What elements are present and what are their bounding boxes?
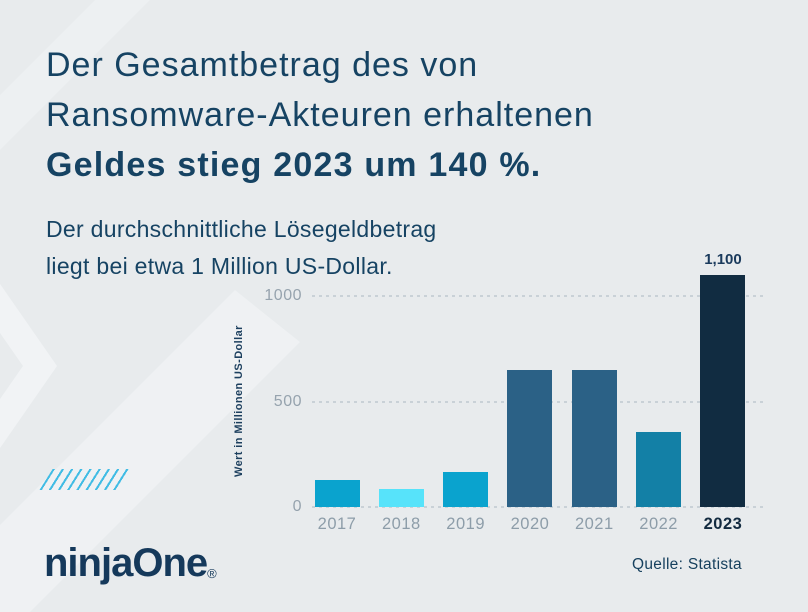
x-axis-label-2022: 2022 [639, 515, 678, 533]
gridline-1000 [312, 295, 764, 297]
chart-plot: 2017 2018 2019 2020 2021 2022 1,100 2023 [312, 251, 764, 533]
y-tick-label-500: 500 [273, 392, 302, 410]
y-axis-ticks: 0 500 1000 [248, 287, 302, 515]
subtitle-line-2: liegt bei etwa 1 Million US-Dollar. [46, 253, 393, 279]
x-axis-label-2023: 2023 [703, 515, 743, 533]
x-axis-label-2018: 2018 [381, 515, 421, 533]
bar-2020 [507, 370, 553, 507]
x-axis-label-2019: 2019 [446, 515, 486, 533]
page-title: Der Gesamtbetrag des von Ransomware-Akte… [46, 40, 594, 190]
logo-text: ninjaOne [44, 541, 208, 585]
subtitle-line-1: Der durchschnittliche Lösegeldbetrag [46, 216, 437, 242]
subtitle: Der durchschnittliche Lösegeldbetrag lie… [46, 211, 437, 285]
title-line-1: Der Gesamtbetrag des von [46, 46, 479, 84]
x-axis-label-2021: 2021 [574, 515, 614, 533]
slash-decoration-icon [39, 469, 133, 490]
bar-2019 [443, 472, 489, 507]
bar-2018 [378, 489, 424, 507]
bar-2017 [314, 480, 360, 507]
registered-trademark-icon: ® [207, 566, 217, 581]
bar-2021 [571, 370, 617, 507]
x-axis-label-2020: 2020 [510, 515, 550, 533]
x-axis-label-2017: 2017 [317, 515, 357, 533]
y-tick-label-1000: 1000 [264, 287, 302, 304]
source-attribution: Quelle: Statista [632, 556, 742, 573]
title-line-2: Ransomware-Akteuren erhaltenen [46, 96, 594, 134]
ninjaone-logo: ninjaOne® [44, 541, 217, 586]
title-line-3-bold: Geldes stieg 2023 um 140 %. [46, 146, 542, 184]
bar-2022 [636, 432, 682, 507]
y-axis-title: Wert in Millionen US-Dollar [233, 325, 245, 478]
bar-value-label-2023: 1,100 [704, 251, 742, 268]
y-tick-label-0: 0 [292, 498, 302, 515]
bar-2023 [700, 275, 746, 507]
gridline-0 [312, 506, 764, 508]
